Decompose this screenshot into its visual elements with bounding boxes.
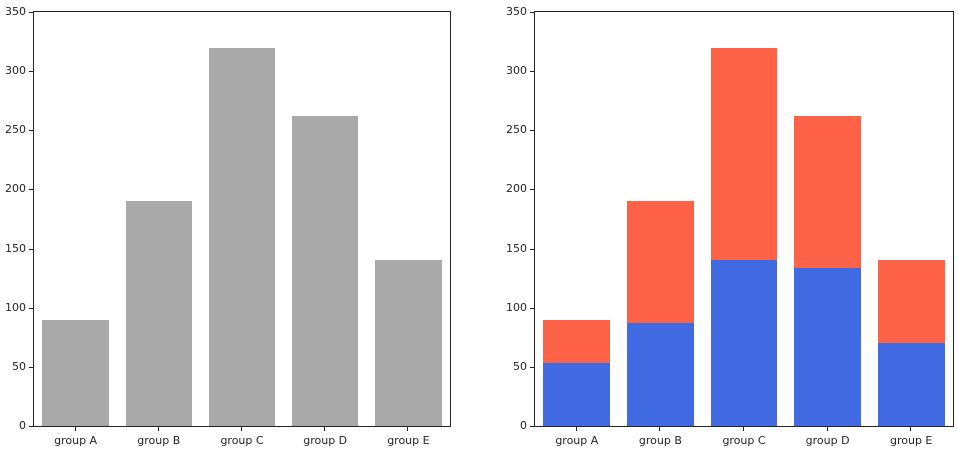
y-axis-tick-label: 200 bbox=[506, 182, 527, 196]
x-axis-tick-mark bbox=[575, 427, 577, 431]
right-stacked-bar-chart-plot: 0 50 100 150 200 250 300 350 group A group B group… bbox=[506, 6, 954, 447]
y-axis-tick-mark bbox=[29, 12, 33, 13]
y-axis-tick-label: 350 bbox=[5, 5, 26, 18]
y-axis-tick-mark bbox=[530, 426, 534, 427]
y-axis-tick-label: 150 bbox=[5, 241, 26, 255]
bar-segment-bottom-group-B bbox=[626, 323, 694, 426]
bar-segment-total-group-A bbox=[42, 319, 109, 426]
y-axis-tick-mark bbox=[530, 12, 534, 13]
y-axis-tick-label: 50 bbox=[513, 359, 527, 373]
y-axis-tick-mark bbox=[29, 71, 33, 73]
x-axis-label: group D bbox=[303, 434, 348, 447]
y-axis-tick-label: 100 bbox=[5, 300, 26, 314]
bar-segment-top-group-E bbox=[877, 260, 945, 344]
bar-segment-total-group-D bbox=[291, 116, 359, 426]
x-axis-tick-mark bbox=[407, 427, 409, 431]
y-axis-tick-label: 150 bbox=[506, 241, 527, 255]
x-axis-label: group A bbox=[555, 434, 599, 447]
x-axis-label: group A bbox=[54, 434, 98, 447]
y-axis-tick-label: 100 bbox=[506, 300, 527, 314]
bar-segment-top-group-B bbox=[626, 201, 694, 324]
y-axis-tick-label: 250 bbox=[506, 123, 527, 137]
y-axis-tick-mark bbox=[530, 366, 534, 368]
y-axis-tick-mark bbox=[530, 307, 534, 309]
x-axis-tick-mark bbox=[157, 427, 159, 431]
x-axis-tick-mark bbox=[826, 427, 828, 431]
y-axis-tick-label: 50 bbox=[12, 359, 26, 373]
x-axis-tick-mark bbox=[910, 427, 912, 431]
y-axis-tick-label: 0 bbox=[19, 419, 26, 432]
bar-segment-total-group-B bbox=[125, 201, 193, 426]
x-axis-label: group B bbox=[638, 434, 682, 447]
bar-segment-bottom-group-A bbox=[543, 363, 611, 426]
x-axis-tick-mark bbox=[74, 427, 76, 431]
y-axis-tick-mark bbox=[29, 426, 33, 427]
y-axis-tick-mark bbox=[530, 71, 534, 73]
bar-segment-top-group-A bbox=[543, 319, 611, 364]
x-axis-label: group B bbox=[137, 434, 181, 447]
y-axis-tick-mark bbox=[29, 189, 33, 191]
y-axis-tick-mark bbox=[530, 130, 534, 132]
x-axis-label: group E bbox=[387, 434, 430, 447]
bar-segment-bottom-group-E bbox=[877, 343, 945, 426]
y-axis-tick-label: 200 bbox=[5, 182, 26, 196]
y-axis-tick-mark bbox=[29, 366, 33, 368]
bar-segment-top-group-D bbox=[794, 116, 862, 268]
bar-segment-total-group-C bbox=[208, 47, 276, 426]
x-axis-tick-mark bbox=[659, 427, 661, 431]
y-axis-tick-label: 0 bbox=[520, 419, 527, 432]
y-axis-tick-label: 300 bbox=[5, 64, 26, 78]
x-axis-label: group C bbox=[722, 434, 766, 447]
y-axis-tick-label: 300 bbox=[506, 64, 527, 78]
y-axis-tick-mark bbox=[530, 189, 534, 191]
y-axis-tick-mark bbox=[29, 248, 33, 250]
bar-segment-bottom-group-C bbox=[710, 260, 778, 426]
x-axis-tick-mark bbox=[743, 427, 744, 431]
bar-segment-total-group-E bbox=[375, 260, 442, 426]
x-axis-label: group E bbox=[889, 434, 933, 447]
bar-segment-top-group-C bbox=[710, 47, 778, 261]
x-axis-tick-mark bbox=[241, 427, 242, 431]
x-axis-tick-mark bbox=[324, 427, 326, 431]
left-bar-chart-plot: 0 50 100 150 200 250 300 350 group A group B group… bbox=[5, 6, 451, 447]
bar-segment-bottom-group-D bbox=[794, 267, 862, 426]
y-axis-tick-mark bbox=[29, 130, 33, 132]
y-axis-tick-mark bbox=[29, 307, 33, 309]
y-axis-tick-label: 250 bbox=[5, 123, 26, 137]
x-axis-label: group C bbox=[220, 434, 264, 447]
y-axis-tick-mark bbox=[530, 248, 534, 250]
x-axis-label: group D bbox=[805, 434, 850, 447]
y-axis-tick-label: 350 bbox=[506, 5, 527, 18]
